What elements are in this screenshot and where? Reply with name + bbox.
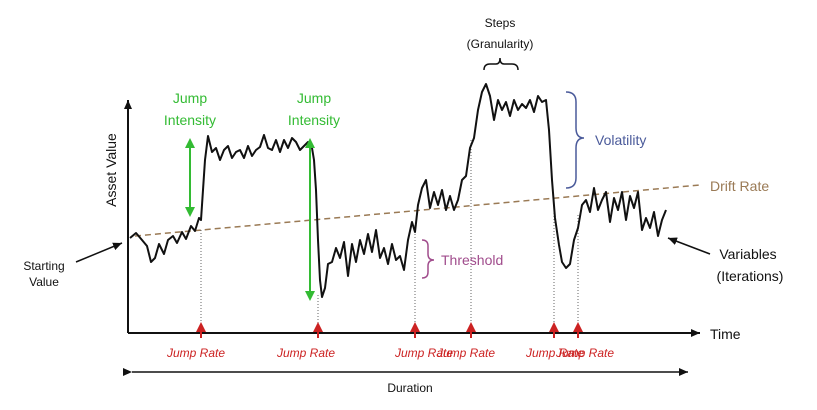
volatility-brace <box>565 91 585 189</box>
drift-rate-label: Drift Rate <box>710 178 769 194</box>
jump-rate-label-5: Jump Rate <box>525 346 584 360</box>
jump-rate-label-2: Jump Rate <box>276 346 335 360</box>
granularity-label: (Granularity) <box>467 37 534 51</box>
steps-label: Steps <box>485 16 516 30</box>
iterations-label: (Iterations) <box>717 268 784 284</box>
starting-value-label-line2: Value <box>29 275 59 289</box>
jump-rate-label-6: Jump Rate <box>555 346 614 360</box>
jump-rate-label-1: Jump Rate <box>166 346 225 360</box>
duration-label: Duration <box>387 381 432 395</box>
starting-value-arrow <box>75 242 123 263</box>
asset-value-path <box>129 83 667 298</box>
jump-rate-markers <box>196 322 583 338</box>
starting-value-label-line1: Starting <box>23 259 64 273</box>
jump-intensity-1-line2: Intensity <box>164 112 216 128</box>
y-axis-label: Asset Value <box>103 133 119 207</box>
jump-rate-label-4: Jump Rate <box>436 346 495 360</box>
jump-guides <box>200 140 579 330</box>
variables-arrow <box>667 237 711 255</box>
threshold-brace <box>421 239 435 279</box>
steps-bracket <box>483 57 519 71</box>
x-axis-label: Time <box>710 326 741 342</box>
jump-intensity-1-line1: Jump <box>173 90 207 106</box>
jump-rate-label-3: Jump Rate <box>394 346 453 360</box>
variables-label: Variables <box>719 246 776 262</box>
jump-intensity-2-line2: Intensity <box>288 112 340 128</box>
threshold-label: Threshold <box>441 252 503 268</box>
volatility-label: Volatility <box>595 132 646 148</box>
jump-intensity-2-line1: Jump <box>297 90 331 106</box>
